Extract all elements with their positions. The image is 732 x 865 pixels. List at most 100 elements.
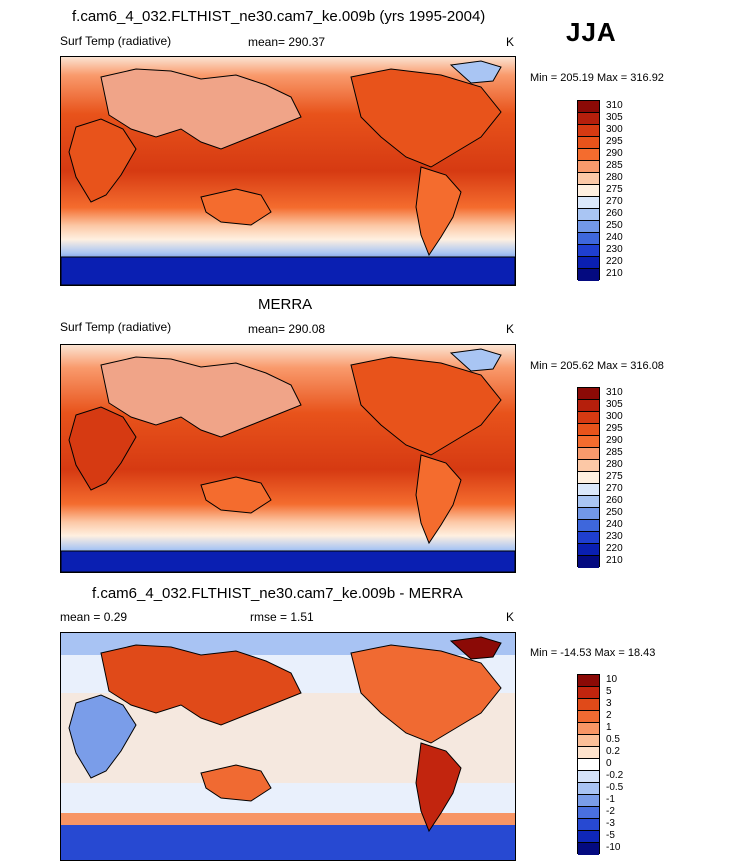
colorbar-label: -1 [606,794,615,805]
colorbar-swatch [578,544,599,556]
colorbar-swatch [578,101,599,113]
colorbar-swatch [578,269,599,281]
colorbar-label: 0 [606,758,612,769]
colorbar-swatch [578,687,599,699]
colorbar-swatch [578,173,599,185]
colorbar-label: -0.2 [606,770,624,781]
colorbar-label: 5 [606,686,612,697]
colorbar-label: 310 [606,100,623,111]
colorbar-swatch [578,783,599,795]
colorbar-swatch [578,795,599,807]
colorbar-swatch [578,699,599,711]
panel1-variable: Surf Temp (radiative) [60,34,172,48]
colorbar-label: 275 [606,471,623,482]
panel2-variable: Surf Temp (radiative) [60,320,172,334]
panel3-colorbar-boxes [577,674,600,855]
colorbar-swatch [578,843,599,855]
colorbar-swatch [578,747,599,759]
colorbar-swatch [578,424,599,436]
panel2-mean: mean= 290.08 [248,322,326,336]
panel1-mean: mean= 290.37 [248,35,326,49]
panel2-colorbar: 310 305 300 295 290 285 280 275 270 260 250 240 230 2… [577,387,623,568]
panel3-map-svg [61,633,515,860]
colorbar-swatch [578,460,599,472]
colorbar-label: 220 [606,543,623,554]
colorbar-swatch [578,484,599,496]
colorbar-label: 290 [606,148,623,159]
colorbar-swatch [578,257,599,269]
colorbar-swatch [578,209,599,221]
colorbar-label: 300 [606,124,623,135]
colorbar-swatch [578,807,599,819]
colorbar-label: 250 [606,220,623,231]
colorbar-swatch [578,412,599,424]
panel1-minmax: Min = 205.19 Max = 316.92 [530,72,664,84]
colorbar-label: 310 [606,387,623,398]
colorbar-label: 210 [606,555,623,566]
panel3-map [60,632,516,861]
panel1-colorbar: 310 305 300 295 290 285 280 275 270 260 250 240 230 2… [577,100,623,281]
colorbar-swatch [578,448,599,460]
colorbar-swatch [578,400,599,412]
panel2-map-svg [61,345,515,572]
panel1-title: f.cam6_4_032.FLTHIST_ne30.cam7_ke.009b (… [72,8,486,25]
colorbar-swatch [578,711,599,723]
colorbar-label: 220 [606,256,623,267]
panel3-minmax: Min = -14.53 Max = 18.43 [530,647,656,659]
colorbar-label: 275 [606,184,623,195]
colorbar-label: 295 [606,136,623,147]
colorbar-label: 230 [606,244,623,255]
colorbar-label: 270 [606,483,623,494]
colorbar-label: 285 [606,160,623,171]
panel2-minmax: Min = 205.62 Max = 316.08 [530,360,664,372]
colorbar-swatch [578,197,599,209]
colorbar-label: 280 [606,172,623,183]
colorbar-swatch [578,113,599,125]
season-label: JJA [566,17,617,47]
colorbar-label: 0.2 [606,746,620,757]
colorbar-label: 260 [606,495,623,506]
colorbar-label: -5 [606,830,615,841]
colorbar-label: 10 [606,674,618,685]
panel1-map [60,56,516,286]
panel1-units: K [506,35,515,49]
colorbar-swatch [578,472,599,484]
colorbar-label: 250 [606,507,623,518]
colorbar-label: 260 [606,208,623,219]
colorbar-label: 210 [606,268,623,279]
colorbar-swatch [578,388,599,400]
panel3-rmse: rmse = 1.51 [250,610,314,624]
colorbar-label: 270 [606,196,623,207]
colorbar-swatch [578,532,599,544]
colorbar-label: -3 [606,818,615,829]
colorbar-swatch [578,161,599,173]
colorbar-swatch [578,831,599,843]
colorbar-swatch [578,125,599,137]
colorbar-swatch [578,675,599,687]
colorbar-swatch [578,436,599,448]
colorbar-label: 3 [606,698,612,709]
colorbar-swatch [578,185,599,197]
colorbar-swatch [578,508,599,520]
colorbar-label: -0.5 [606,782,624,793]
colorbar-label: 295 [606,423,623,434]
colorbar-swatch [578,723,599,735]
panel2-title: MERRA [258,296,313,313]
panel1-map-svg [61,57,515,285]
colorbar-swatch [578,819,599,831]
colorbar-swatch [578,149,599,161]
panel1-colorbar-boxes [577,100,600,281]
panel3-title: f.cam6_4_032.FLTHIST_ne30.cam7_ke.009b -… [92,585,463,602]
colorbar-label: 0.5 [606,734,620,745]
colorbar-swatch [578,759,599,771]
colorbar-swatch [578,233,599,245]
colorbar-swatch [578,221,599,233]
colorbar-swatch [578,496,599,508]
colorbar-label: 230 [606,531,623,542]
colorbar-swatch [578,520,599,532]
colorbar-label: 305 [606,399,623,410]
panel3-mean: mean = 0.29 [60,610,128,624]
colorbar-label: -2 [606,806,615,817]
panel2-units: K [506,322,515,336]
colorbar-label: 2 [606,710,612,721]
